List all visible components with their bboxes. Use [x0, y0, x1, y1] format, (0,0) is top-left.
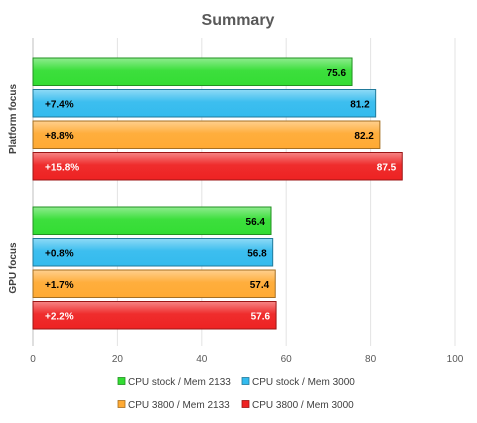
- legend-swatch: [117, 400, 126, 408]
- x-tick-label: 80: [365, 354, 377, 365]
- bar-value-label: 81.2: [350, 99, 370, 110]
- bar-value-label: 87.5: [377, 162, 397, 173]
- legend-swatch: [117, 377, 126, 385]
- category-label: Platform focus: [8, 84, 19, 154]
- axes: 0 20 40 60 80 100 Platform focus GPU focus: [8, 84, 464, 365]
- chart-title: Summary: [202, 12, 275, 29]
- bar-delta-label: +15.8%: [45, 162, 79, 173]
- legend-label: CPU 3800 / Mem 2133: [128, 400, 230, 411]
- legend-swatch: [241, 377, 250, 385]
- bar-delta-label: +7.4%: [45, 99, 74, 110]
- bar-value-label: 57.6: [251, 311, 271, 322]
- legend-label: CPU 3800 / Mem 3000: [252, 400, 354, 411]
- bar-delta-label: +1.7%: [45, 280, 74, 291]
- x-tick-label: 0: [30, 354, 36, 365]
- bar-value-label: 56.4: [246, 217, 266, 228]
- bar: [32, 152, 403, 181]
- bar: [32, 206, 272, 235]
- x-tick-label: 20: [112, 354, 124, 365]
- legend-label: CPU stock / Mem 2133: [128, 377, 231, 388]
- bar: [32, 269, 276, 298]
- bar-delta-label: +8.8%: [45, 131, 74, 142]
- bar-delta-label: +0.8%: [45, 248, 74, 259]
- bar: [32, 120, 381, 149]
- category-label: GPU focus: [8, 242, 19, 294]
- bar: [32, 89, 377, 118]
- legend-label: CPU stock / Mem 3000: [252, 377, 355, 388]
- bar-labels: 75.6 81.2 +7.4% 82.2 +8.8% 87.5 +15.8% 56.4 56.8…: [45, 68, 397, 323]
- bar-delta-label: +2.2%: [45, 311, 74, 322]
- x-tick-label: 60: [281, 354, 293, 365]
- x-tick-label: 40: [196, 354, 208, 365]
- bar-value-label: 75.6: [327, 68, 347, 79]
- legend: CPU stock / Mem 2133 CPU stock / Mem 3000…: [117, 377, 355, 411]
- legend-swatch: [241, 400, 250, 408]
- x-tick-label: 100: [447, 354, 464, 365]
- bar-value-label: 56.8: [247, 248, 267, 259]
- bar-value-label: 82.2: [354, 131, 374, 142]
- bar: [32, 57, 353, 86]
- bars: [32, 57, 403, 330]
- bar-value-label: 57.4: [250, 280, 270, 291]
- bar: [32, 301, 277, 330]
- bar: [32, 238, 274, 267]
